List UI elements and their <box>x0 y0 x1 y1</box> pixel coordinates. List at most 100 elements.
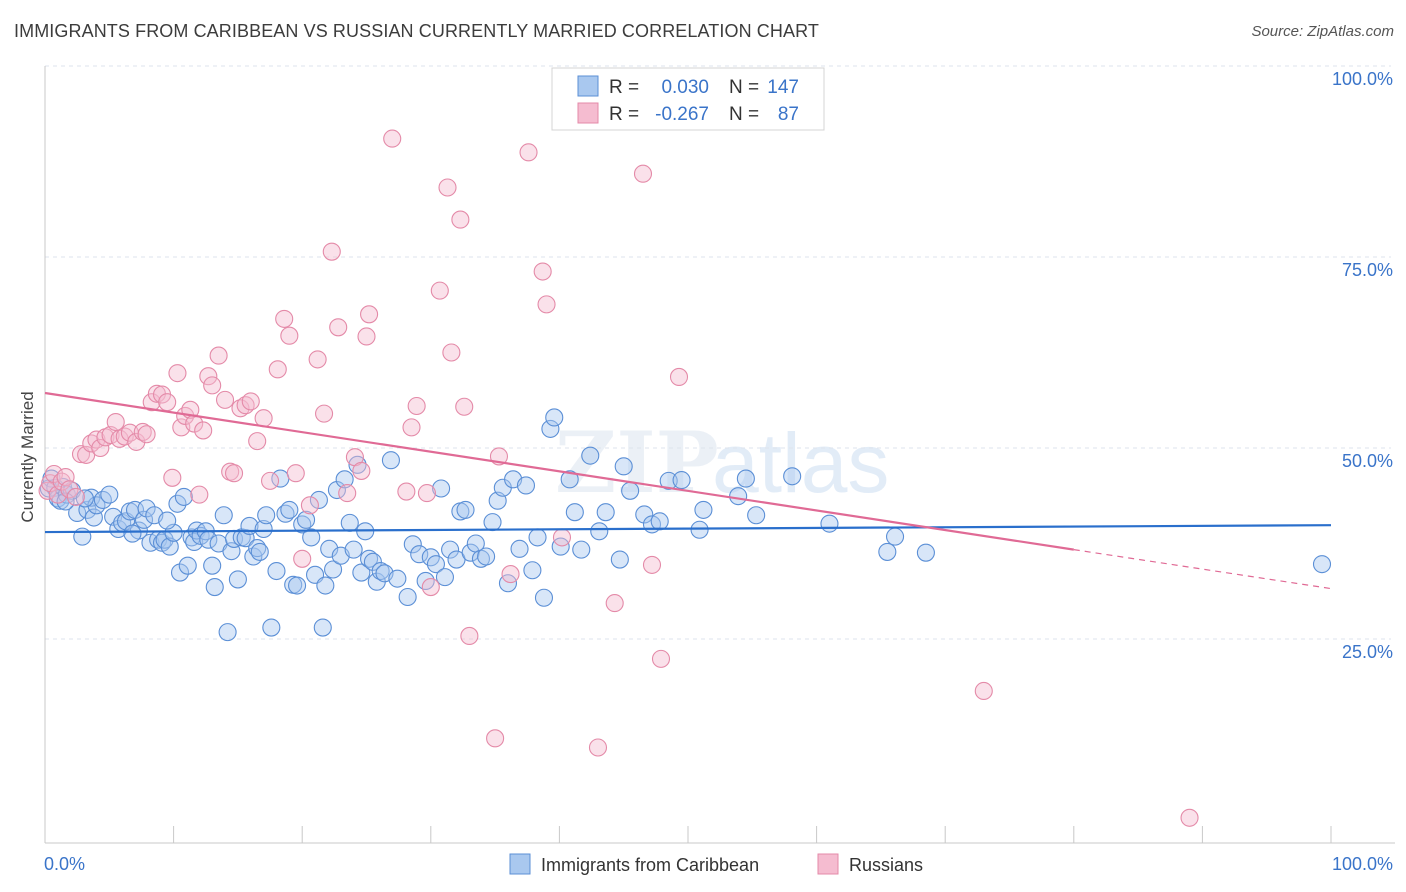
point-caribbean <box>545 408 564 427</box>
point-caribbean <box>324 560 343 579</box>
point-caribbean <box>288 576 307 595</box>
point-caribbean <box>885 527 905 546</box>
point-russians <box>203 376 222 395</box>
point-caribbean <box>254 519 273 539</box>
legend-n-value-2: 87 <box>778 104 799 125</box>
point-caribbean <box>534 588 554 607</box>
point-caribbean <box>426 555 445 574</box>
point-caribbean <box>403 535 422 554</box>
point-russians <box>209 346 228 365</box>
point-caribbean <box>250 542 269 561</box>
point-caribbean <box>729 487 748 506</box>
point-caribbean <box>302 528 321 547</box>
point-caribbean <box>68 503 87 523</box>
point-russians <box>397 482 416 501</box>
point-russians <box>66 487 85 506</box>
trend-line-caribbean <box>44 524 1332 534</box>
point-caribbean <box>441 540 460 559</box>
point-russians <box>633 164 653 183</box>
point-russians <box>588 738 608 757</box>
point-russians <box>438 178 457 197</box>
series-legend: Immigrants from Caribbean Russians <box>509 853 923 875</box>
point-caribbean <box>388 569 407 588</box>
legend-swatch-russians <box>817 853 839 875</box>
point-caribbean <box>614 457 633 476</box>
point-russians <box>352 461 371 480</box>
legend-n-label-1: N = <box>729 77 759 98</box>
point-russians <box>300 496 319 515</box>
point-caribbean <box>820 514 839 533</box>
point-caribbean <box>581 446 600 465</box>
point-caribbean <box>178 556 197 575</box>
series-caribbean-points <box>39 408 1332 642</box>
point-caribbean <box>659 471 678 490</box>
point-russians <box>442 343 461 362</box>
point-caribbean <box>316 576 335 595</box>
legend-label-caribbean: Immigrants from Caribbean <box>541 855 759 875</box>
y-tick-label: 75.0% <box>1342 260 1393 280</box>
point-caribbean <box>344 540 363 559</box>
point-caribbean <box>572 540 591 559</box>
point-caribbean <box>560 470 579 489</box>
point-russians <box>91 438 110 458</box>
series-russians-points <box>38 129 1199 827</box>
legend-n-value-1: 147 <box>767 77 799 98</box>
point-caribbean <box>205 578 224 597</box>
point-caribbean <box>73 527 92 546</box>
point-russians <box>338 484 357 503</box>
point-russians <box>190 485 209 504</box>
point-russians <box>241 392 260 411</box>
point-russians <box>486 729 505 748</box>
point-russians <box>407 396 426 416</box>
point-russians <box>268 360 287 379</box>
x-tick-label-min: 0.0% <box>44 854 85 874</box>
legend-r-value-2: -0.267 <box>655 104 709 125</box>
point-caribbean <box>363 552 382 571</box>
point-russians <box>552 528 572 547</box>
point-caribbean <box>218 623 237 642</box>
point-caribbean <box>313 618 332 637</box>
point-caribbean <box>590 522 609 541</box>
point-russians <box>275 309 294 328</box>
point-caribbean <box>398 587 417 607</box>
point-caribbean <box>483 513 502 532</box>
watermark-zip: ZIP <box>555 413 719 512</box>
point-caribbean <box>352 563 371 582</box>
y-tick-labels: 25.0% 50.0% 75.0% 100.0% <box>1332 69 1393 662</box>
point-russians <box>280 326 299 345</box>
point-russians <box>383 129 402 148</box>
legend-swatch-blue <box>577 75 599 97</box>
stats-legend: R = 0.030 N = 147 R = -0.267 N = 87 <box>551 67 825 131</box>
point-russians <box>286 464 305 483</box>
point-russians <box>533 262 552 281</box>
axes <box>44 66 1395 844</box>
point-caribbean <box>75 489 94 508</box>
point-russians <box>293 549 312 568</box>
point-russians <box>451 210 470 229</box>
point-russians <box>1180 808 1199 827</box>
point-russians <box>248 432 267 451</box>
point-russians <box>669 367 689 387</box>
point-russians <box>501 565 520 584</box>
point-caribbean <box>456 500 475 519</box>
point-russians <box>322 242 341 261</box>
point-russians <box>460 626 479 646</box>
x-tick-labels: 0.0% 100.0% <box>44 854 1393 874</box>
point-caribbean <box>297 510 316 529</box>
trend-line-russians-extension <box>1073 549 1332 590</box>
point-russians <box>60 480 79 499</box>
point-caribbean <box>541 419 560 438</box>
point-russians <box>254 409 273 428</box>
point-russians <box>642 555 662 574</box>
point-caribbean <box>170 563 190 582</box>
legend-r-label-1: R = <box>609 77 639 98</box>
grid-lines <box>45 65 1391 640</box>
point-caribbean <box>134 510 154 529</box>
x-tick-label-max: 100.0% <box>1332 854 1393 874</box>
point-caribbean <box>510 539 529 558</box>
point-caribbean <box>267 561 286 581</box>
point-caribbean <box>435 568 454 587</box>
point-caribbean <box>565 503 584 522</box>
y-tick-label: 50.0% <box>1342 451 1393 471</box>
